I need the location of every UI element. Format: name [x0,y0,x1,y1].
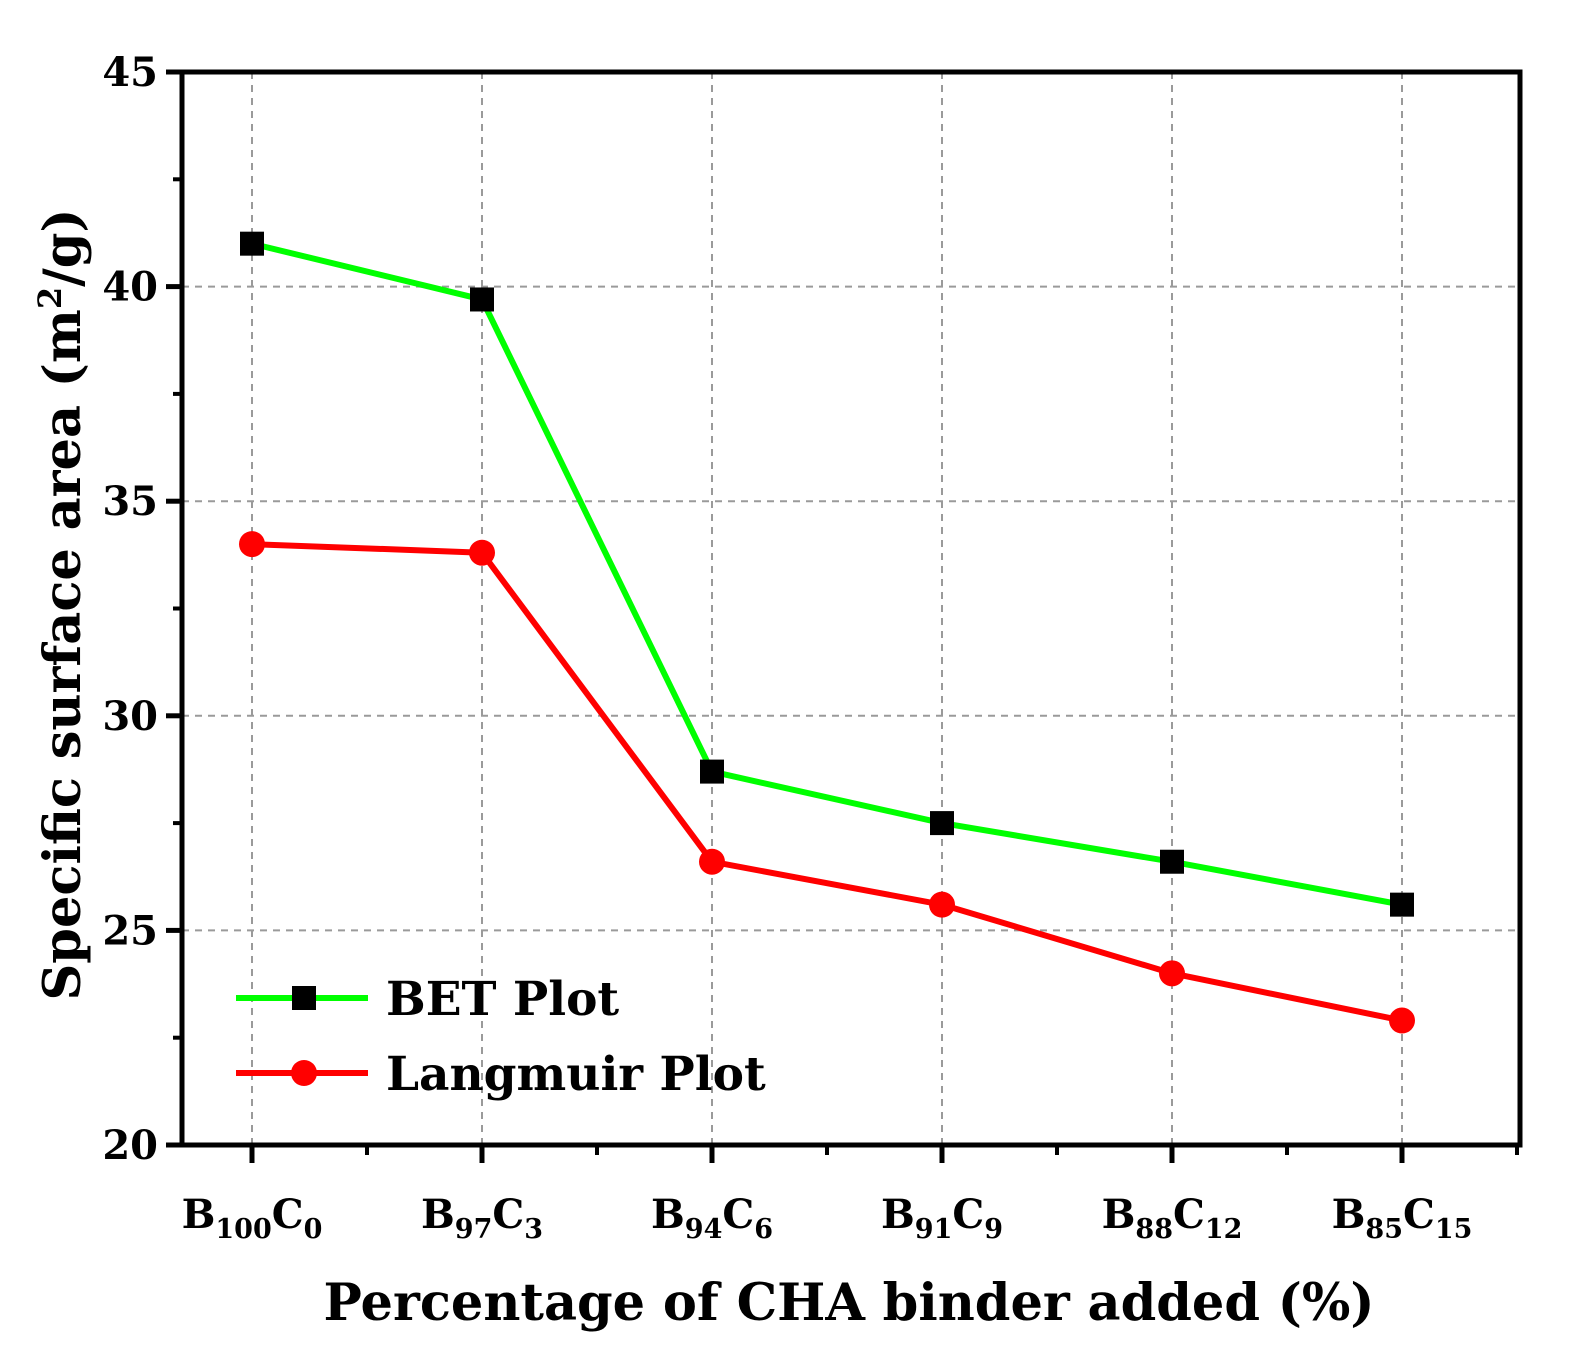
x-tick-label-part: B [182,1191,216,1238]
y-tick-label: 30 [102,693,158,740]
x-tick-label: B100C0 [182,1191,323,1245]
x-tick-label: B97C3 [421,1191,543,1245]
x-tick-label-part: B [1332,1191,1366,1238]
x-tick-label-subscript: 3 [524,1214,543,1245]
legend-label-bet: BET Plot [386,972,619,1027]
x-tick-label-subscript: 85 [1365,1214,1403,1245]
legend-label-langmuir: Langmuir Plot [386,1047,766,1102]
x-tick-label-part: C [1403,1191,1435,1238]
bet-point-2 [700,759,724,784]
langmuir-point-5 [1389,1007,1415,1034]
y-tick-label: 25 [102,907,158,954]
x-tick-label-subscript: 9 [984,1214,1003,1245]
x-axis-label: Percentage of CHA binder added (%) [324,1273,1375,1333]
x-tick-label-subscript: 94 [685,1214,723,1245]
legend-marker-langmuir [291,1060,317,1086]
bet-point-3 [930,811,954,836]
y-axis-label-main: Specific surface area (m [33,309,93,1000]
series-line-0 [251,240,1403,908]
x-tick-label-part: C [952,1191,984,1238]
y-axis-label-unit: /g) [33,208,93,286]
x-tick-label-subscript: 12 [1205,1214,1243,1245]
series-line-1 [251,541,1403,1024]
x-tick-label-subscript: 0 [304,1214,323,1245]
legend-marker-bet [292,986,316,1010]
y-tick-label: 35 [102,478,158,525]
x-tick-label-part: B [421,1191,455,1238]
x-tick-label: B94C6 [651,1191,773,1245]
x-tick-label-part: C [722,1191,754,1238]
x-tick-label: B88C12 [1102,1191,1243,1245]
langmuir-point-1 [469,539,495,566]
x-tick-label-part: B [881,1191,915,1238]
x-tick-label: B85C15 [1332,1191,1473,1245]
x-tick-label-subscript: 88 [1135,1214,1173,1245]
y-tick-label: 20 [102,1122,158,1169]
x-tick-label-subscript: 97 [455,1214,493,1245]
bet-point-4 [1160,849,1184,874]
y-axis-label-sup: 2 [31,287,69,309]
bet-point-1 [470,287,494,312]
y-tick-labels: 20 25 30 35 40 45 [102,49,158,1169]
series-markers [239,231,1415,1034]
y-axis-label: Specific surface area (m2/g) [31,208,93,1000]
grid [182,72,1520,1145]
langmuir-point-3 [929,891,955,918]
x-tick-label-part: C [492,1191,524,1238]
legend: BET Plot Langmuir Plot [236,972,766,1102]
langmuir-point-0 [239,531,265,558]
legend-item-bet: BET Plot [236,972,619,1027]
y-tick-label: 40 [102,264,158,311]
x-tick-label-subscript: 100 [215,1214,271,1245]
x-tick-label-part: C [272,1191,304,1238]
langmuir-point-2 [699,848,725,875]
bet-point-0 [240,231,264,256]
x-tick-labels: B100C0 B97C3 B94C6 B91C9 B88C12 B85C15 [182,1191,1473,1245]
x-tick-label-part: B [1102,1191,1136,1238]
x-tick-label-part: C [1173,1191,1205,1238]
x-tick-label-subscript: 91 [915,1214,953,1245]
y-tick-label: 45 [102,49,158,96]
langmuir-point-4 [1159,960,1185,987]
bet-point-5 [1390,892,1414,917]
x-tick-label-part: B [651,1191,685,1238]
x-tick-label: B91C9 [881,1191,1003,1245]
plot-frame [179,69,1523,1148]
series-lines [251,240,1403,1024]
x-tick-label-subscript: 6 [754,1214,773,1245]
legend-item-langmuir: Langmuir Plot [236,1047,766,1102]
x-tick-label-subscript: 15 [1435,1214,1473,1245]
axis-ticks [166,69,1519,1163]
